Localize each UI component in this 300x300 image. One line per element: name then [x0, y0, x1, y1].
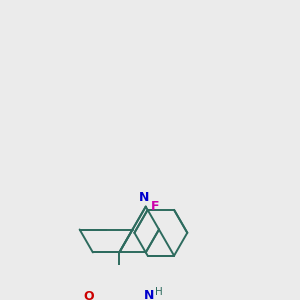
Text: H: H: [155, 287, 163, 297]
Text: N: N: [144, 290, 154, 300]
Text: F: F: [151, 200, 159, 213]
Text: N: N: [139, 191, 149, 204]
Text: O: O: [83, 290, 94, 300]
